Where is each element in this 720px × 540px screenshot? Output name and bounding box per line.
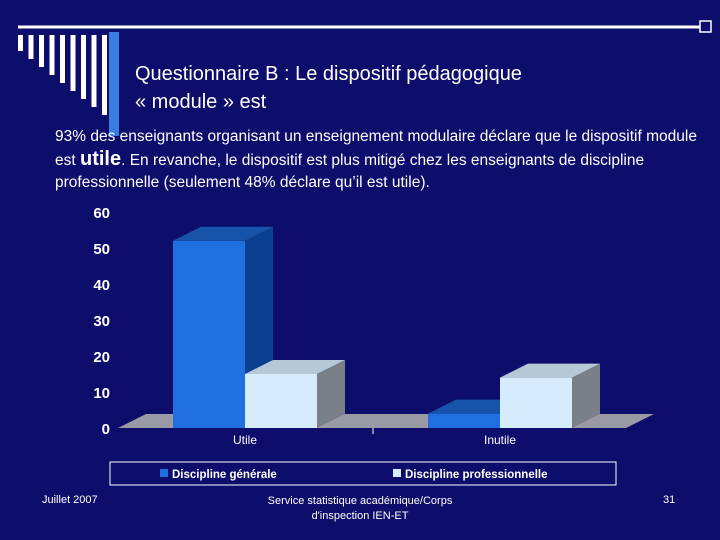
title-accent-bar bbox=[109, 32, 119, 136]
corner-stripe bbox=[49, 35, 55, 75]
body-emphasis: utile bbox=[79, 148, 122, 170]
corner-stripe bbox=[70, 35, 76, 91]
x-tick-label: Utile bbox=[233, 433, 257, 447]
bar-front bbox=[245, 374, 317, 428]
footer-date: Juillet 2007 bbox=[42, 494, 98, 506]
corner-stripe bbox=[39, 35, 44, 67]
chart-legend: Discipline générale Discipline profession… bbox=[109, 461, 617, 486]
page-number: 31 bbox=[663, 494, 676, 506]
corner-stripe bbox=[18, 35, 23, 51]
bar bbox=[173, 226, 273, 428]
x-tick-label: Inutile bbox=[484, 433, 516, 447]
bar bbox=[500, 363, 600, 428]
slide-title: Questionnaire B : Le dispositif pédagogi… bbox=[135, 60, 695, 116]
footer-source-line-2: d'inspection IEN-ET bbox=[311, 510, 409, 522]
corner-stripe bbox=[81, 35, 86, 99]
body-prefix: 93% des enseignants organisant un enseig… bbox=[55, 128, 697, 169]
corner-stripes bbox=[18, 35, 107, 115]
legend-swatch bbox=[160, 469, 168, 477]
bar-front bbox=[428, 413, 500, 428]
body-paragraph: 93% des enseignants organisant un enseig… bbox=[55, 126, 705, 194]
title-line-1: Questionnaire B : Le dispositif pédagogi… bbox=[135, 63, 522, 85]
legend-swatch bbox=[393, 469, 401, 477]
y-tick-label: 30 bbox=[93, 313, 110, 330]
y-axis: 0 10 20 30 40 50 60 bbox=[93, 205, 110, 438]
top-right-box bbox=[699, 20, 712, 33]
x-axis: Utile Inutile bbox=[233, 428, 516, 447]
y-tick-label: 0 bbox=[102, 421, 110, 438]
bar-front bbox=[173, 240, 245, 428]
corner-stripe bbox=[91, 35, 97, 107]
bar bbox=[245, 360, 345, 428]
bar-side bbox=[317, 360, 345, 428]
footer-source: Service statistique académique/Corps d'i… bbox=[230, 494, 490, 524]
bar-top bbox=[173, 226, 273, 241]
corner-stripe bbox=[102, 35, 107, 115]
corner-stripe bbox=[60, 35, 65, 83]
y-tick-label: 50 bbox=[93, 241, 110, 258]
legend-box bbox=[109, 461, 617, 486]
y-tick-label: 10 bbox=[93, 385, 110, 402]
footer-source-line-1: Service statistique académique/Corps bbox=[267, 495, 453, 507]
corner-stripe bbox=[28, 35, 34, 59]
bar-top bbox=[500, 363, 600, 378]
title-line-2: « module » est bbox=[135, 91, 267, 113]
bar-top bbox=[245, 360, 345, 374]
y-tick-label: 20 bbox=[93, 349, 110, 366]
bars bbox=[173, 226, 600, 428]
body-suffix: . En revanche, le dispositif est plus mi… bbox=[55, 152, 645, 191]
bar-side bbox=[572, 363, 600, 428]
bar-front bbox=[500, 377, 572, 428]
y-tick-label: 40 bbox=[93, 277, 110, 294]
legend-label: Discipline générale bbox=[172, 469, 277, 481]
y-tick-label: 60 bbox=[93, 205, 110, 222]
legend-label: Discipline professionnelle bbox=[405, 469, 548, 481]
